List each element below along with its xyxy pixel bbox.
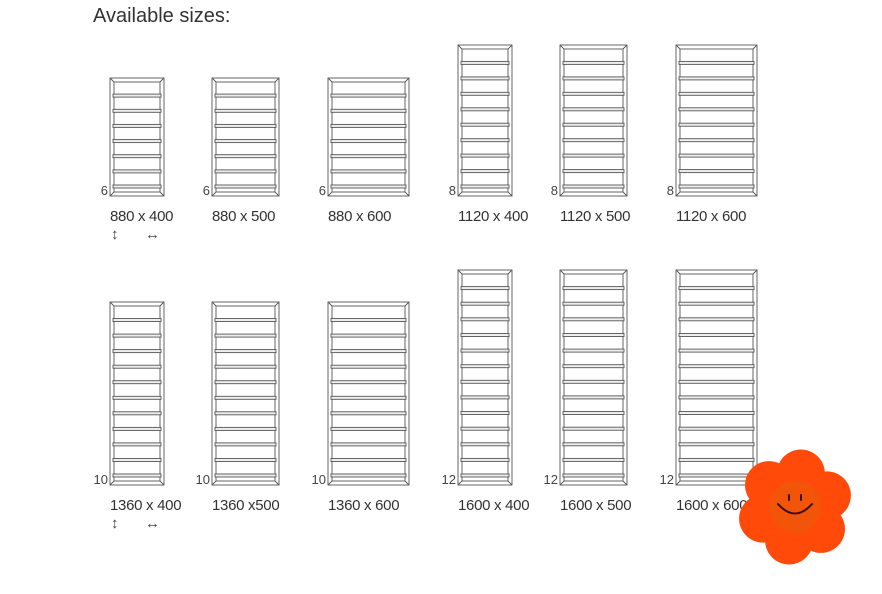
size-label: 880 x 400	[110, 208, 174, 225]
radiator-drawing	[211, 301, 280, 486]
radiator-drawing	[559, 269, 628, 486]
section-count: 6	[202, 183, 210, 198]
horizontal-arrow-icon: ↔	[145, 226, 160, 243]
size-label: 1360 x500	[212, 497, 280, 514]
section-count: 8	[550, 183, 558, 198]
section-count: 10	[311, 472, 326, 487]
section-count: 12	[441, 472, 456, 487]
smiling-flower-icon[interactable]	[735, 445, 855, 570]
size-label: 1120 x 500	[560, 208, 631, 225]
radiator-drawing	[457, 44, 513, 197]
radiator-drawing	[675, 44, 758, 197]
size-label: 1120 x 400	[458, 208, 529, 225]
radiator-drawing	[109, 77, 165, 197]
radiator-drawing	[559, 44, 628, 197]
page-title: Available sizes:	[93, 5, 231, 27]
section-count: 8	[448, 183, 456, 198]
radiator-drawing	[675, 269, 758, 486]
radiator-drawing	[211, 77, 280, 197]
size-label: 1600 x 500	[560, 497, 632, 514]
section-count: 6	[318, 183, 326, 198]
section-count: 10	[93, 472, 108, 487]
size-label: 1600 x 600	[676, 497, 748, 514]
radiator-drawing	[327, 77, 410, 197]
size-label: 1600 x 400	[458, 497, 530, 514]
section-count: 6	[100, 183, 108, 198]
horizontal-arrow-icon: ↔	[145, 515, 160, 532]
radiator-drawing	[457, 269, 513, 486]
vertical-arrow-icon: ↕	[111, 226, 119, 243]
section-count: 12	[543, 472, 558, 487]
size-label: 880 x 600	[328, 208, 392, 225]
section-count: 12	[659, 472, 674, 487]
section-count: 10	[195, 472, 210, 487]
size-label: 880 x 500	[212, 208, 276, 225]
size-label: 1120 x 600	[676, 208, 747, 225]
radiator-drawing	[327, 301, 410, 486]
size-label: 1360 x 600	[328, 497, 400, 514]
radiator-drawing	[109, 301, 165, 486]
section-count: 8	[666, 183, 674, 198]
size-label: 1360 x 400	[110, 497, 182, 514]
vertical-arrow-icon: ↕	[111, 515, 119, 532]
